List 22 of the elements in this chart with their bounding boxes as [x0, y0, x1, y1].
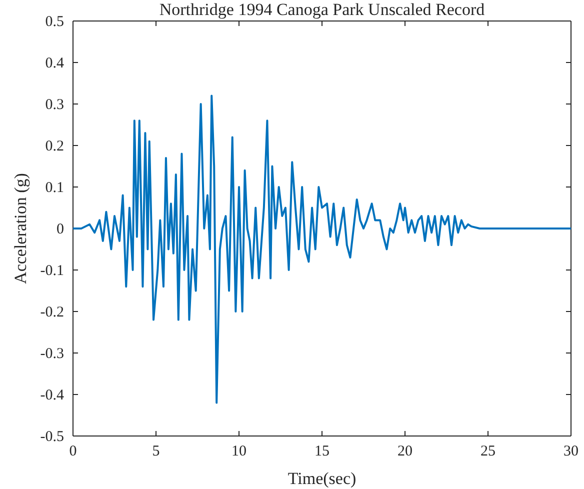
y-tick-label: -0.5 — [40, 428, 64, 445]
y-tick-label: -0.1 — [40, 262, 64, 279]
y-tick-label: 0.3 — [45, 96, 64, 113]
x-tick-label: 15 — [314, 444, 330, 460]
x-tick-label: 10 — [232, 444, 246, 460]
y-tick-label: 0.4 — [45, 55, 64, 72]
chart-title: Northridge 1994 Canoga Park Unscaled Record — [159, 0, 486, 19]
x-tick-label: 5 — [152, 444, 160, 460]
x-tick-label: 0 — [69, 444, 77, 460]
y-tick-label: 0.5 — [45, 14, 64, 30]
y-tick-label: 0 — [56, 221, 64, 238]
x-tick-label: 25 — [480, 444, 496, 460]
y-tick-label: 0.1 — [45, 180, 64, 196]
y-tick-label: -0.2 — [40, 304, 64, 320]
line-series — [72, 94, 572, 404]
y-tick-label: -0.3 — [40, 346, 64, 362]
x-tick-label: 20 — [398, 444, 412, 460]
y-tick-label: 0.2 — [45, 138, 64, 154]
y-axis-title: Acceleration (g) — [11, 173, 30, 284]
x-tick-label: 30 — [564, 444, 578, 460]
x-axis-title: Time(sec) — [288, 469, 356, 488]
y-tick-label: -0.4 — [40, 387, 64, 404]
